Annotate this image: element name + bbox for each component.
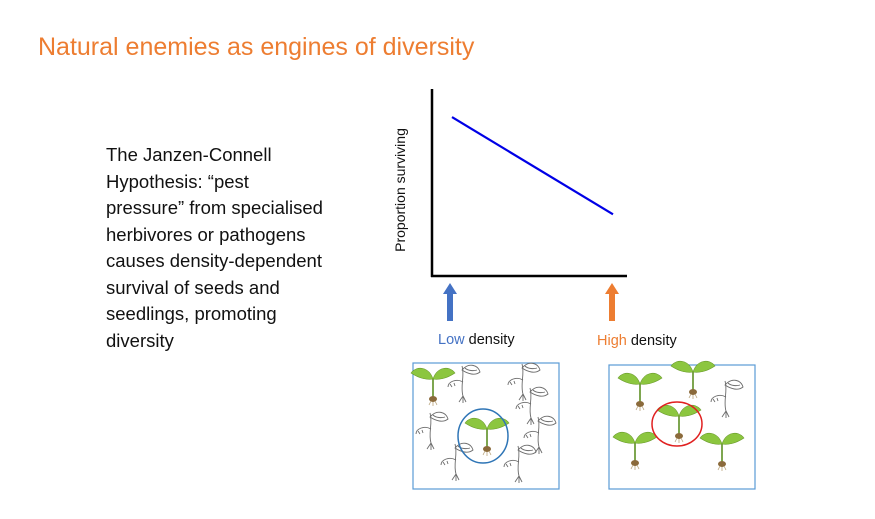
survival-line (451, 116, 614, 216)
low-density-arrow (443, 283, 457, 321)
hypothesis-text: The Janzen-Connell Hypothesis: “pest pre… (106, 144, 323, 351)
high-density-suffix: density (626, 333, 677, 349)
slide-title: Natural enemies as engines of diversity (38, 33, 475, 61)
high-density-arrow (605, 283, 619, 321)
focal-circle-high (651, 401, 703, 447)
high-word: High (597, 333, 627, 349)
focal-circle-low (457, 408, 509, 464)
high-density-panel (608, 360, 756, 490)
low-density-panel (410, 362, 560, 490)
low-density-suffix: density (464, 332, 515, 348)
low-density-label: Low density (438, 332, 515, 348)
high-density-label: High density (597, 333, 677, 349)
low-word: Low (438, 332, 465, 348)
